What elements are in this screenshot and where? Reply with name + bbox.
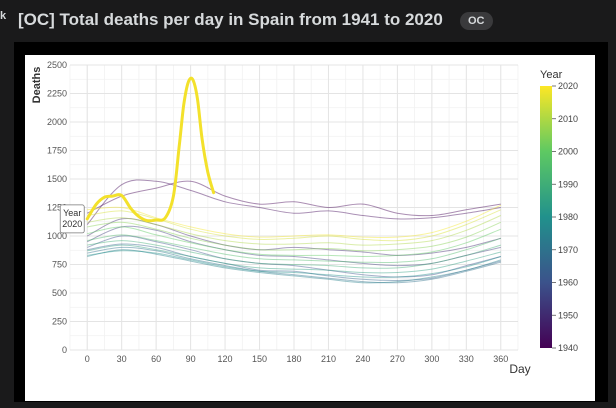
y-tick-label: 2250 [47,89,67,99]
oc-flair-badge[interactable]: OC [460,12,493,30]
year-label-box [59,204,85,234]
y-tick-label: 500 [52,288,67,298]
colorbar-tick-label: 2010 [558,114,578,124]
series-line-2010 [87,215,501,246]
colorbar-tick-label: 1980 [558,212,578,222]
year-label-line: Year [63,208,81,218]
x-tick-label: 240 [355,354,370,364]
post-title[interactable]: [OC] Total deaths per day in Spain from … [18,10,443,29]
colorbar-tick-label: 1960 [558,278,578,288]
y-tick-label: 750 [52,260,67,270]
series-line-1985 [87,244,501,274]
colorbar-gradient [540,86,552,348]
series-line-1980 [87,250,501,278]
colorbar-tick-label: 1950 [558,310,578,320]
series-line-1955 [87,225,501,267]
y-tick-label: 1500 [47,174,67,184]
series-line-2020 [85,76,216,223]
colorbar-tick-label: 1940 [558,343,578,353]
highlight-series [85,76,216,223]
series-line-1965 [87,243,501,282]
post-header: k [OC] Total deaths per day in Spain fro… [0,0,616,44]
x-tick-label: 300 [424,354,439,364]
x-tick-label: 180 [286,354,301,364]
series-line-1995 [87,234,501,264]
y-axis-ticks: 0 250 500 750 1000 1250 1500 1750 2000 2250 2500 [47,60,67,355]
colorbar-tick-label: 1970 [558,245,578,255]
series-line-1960 [87,235,501,278]
x-tick-label: 30 [117,354,127,364]
series-line-1941 [86,180,501,217]
y-tick-label: 250 [52,317,67,327]
x-tick-label: 0 [85,354,90,364]
series-line-1950 [86,217,501,256]
series-line-2019 [87,204,502,239]
x-tick-label: 210 [321,354,336,364]
colorbar-tick-label: 2020 [558,81,578,91]
chart-figure[interactable]: 0 250 500 750 1000 1250 1500 1750 2000 2250 2500 0… [25,55,595,401]
y-tick-label: 2500 [47,60,67,70]
y-tick-label: 1750 [47,146,67,156]
colorbar-tick-label: 1990 [558,179,578,189]
y-tick-label: 0 [62,345,67,355]
colorbar-ticks: 1940 1950 1960 1970 1980 1990 2000 2010 2020 [552,81,578,353]
series-line-1975 [87,249,501,284]
x-tick-label: 120 [218,354,233,364]
colorbar-title: Year [540,69,563,81]
grid-lines [69,64,519,351]
x-tick-label: 360 [493,354,508,364]
series-line-2005 [87,221,501,252]
x-tick-label: 270 [390,354,405,364]
series-line-1990 [87,240,501,269]
series-line-1970 [87,246,501,284]
x-tick-label: 60 [151,354,161,364]
x-axis-label: Day [509,362,530,376]
x-axis-ticks: 0 30 60 90 120 150 180 210 240 270 300 330 360 [85,354,509,364]
y-axis-label: Deaths [31,67,43,104]
y-tick-label: 1250 [47,203,67,213]
y-tick-label: 1000 [47,231,67,241]
colorbar-tick-label: 2000 [558,147,578,157]
x-tick-label: 90 [186,354,196,364]
y-tick-label: 2000 [47,117,67,127]
series-line-1942 [86,179,501,225]
series-line-2000 [87,226,501,258]
year-colorbar: Year 1940 1950 1960 1970 1980 1990 2000 2010 202… [540,69,578,353]
background-series [86,179,502,284]
year-label-line: 2020 [62,219,82,229]
corner-glyph: k [0,10,7,22]
x-tick-label: 150 [252,354,267,364]
x-tick-label: 330 [459,354,474,364]
